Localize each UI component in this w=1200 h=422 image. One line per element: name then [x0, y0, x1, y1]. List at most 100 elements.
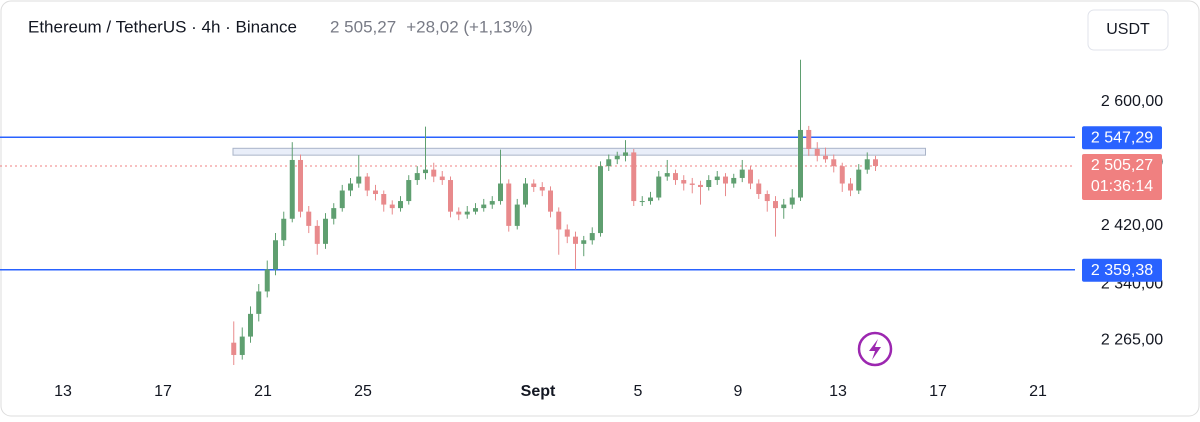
candle-body — [814, 148, 820, 156]
candle-body — [556, 211, 562, 230]
candle-body — [514, 204, 520, 226]
candle-body — [398, 201, 403, 209]
last-price-box — [1082, 153, 1162, 200]
candle-body — [831, 159, 837, 167]
candle-body — [648, 197, 653, 202]
icon-bolt[interactable] — [869, 339, 881, 360]
x-tick-label: 17 — [154, 383, 172, 400]
candle-body — [264, 269, 270, 292]
candle-body — [873, 159, 878, 166]
candle-body — [548, 190, 553, 212]
candle-body — [823, 155, 828, 160]
candle-body — [439, 176, 445, 181]
x-tick-label: 13 — [54, 383, 72, 400]
candle-body — [256, 291, 262, 314]
candle-body — [464, 211, 470, 215]
header-change: +28,02 (+1,13%) — [406, 17, 533, 36]
countdown: 01:36:14 — [1091, 178, 1153, 195]
candle-body — [306, 211, 312, 226]
candle-body — [806, 129, 812, 149]
candle-body — [531, 183, 537, 188]
candle-body — [731, 177, 737, 184]
candle-body — [506, 183, 512, 226]
candle-body — [389, 204, 395, 209]
candle-body — [564, 229, 570, 237]
candle-body — [339, 190, 345, 209]
currency-button[interactable] — [1087, 9, 1169, 51]
candle-body — [231, 342, 237, 355]
candle-body — [698, 184, 703, 188]
candle-body — [323, 218, 328, 244]
candle-body — [856, 169, 862, 191]
level-label-box — [1082, 126, 1162, 150]
candle-body — [498, 183, 503, 202]
x-tick-label: 9 — [734, 383, 743, 400]
candle-body — [314, 225, 320, 244]
candle-body — [606, 159, 612, 167]
candle-body — [573, 236, 578, 244]
icon-ring[interactable] — [857, 331, 893, 367]
candle-body — [239, 336, 245, 355]
candle-body — [781, 204, 787, 209]
header-price: 2 505,27 — [330, 17, 396, 36]
candle-body — [614, 155, 620, 160]
level-label: 2 359,38 — [1091, 262, 1153, 279]
candle-body — [764, 194, 770, 202]
y-tick-label: 2 265,00 — [1101, 332, 1163, 349]
x-tick-label: 21 — [1029, 383, 1047, 400]
candle-body — [414, 173, 420, 181]
candle-body — [348, 183, 353, 191]
candle-body — [539, 187, 545, 191]
currency-button-label[interactable]: USDT — [1106, 21, 1150, 38]
candle-body — [598, 166, 603, 234]
plot-area: 2 265,002 340,002 420,002 510,002 600,00… — [0, 59, 1163, 400]
level-label-box — [1082, 258, 1162, 282]
candle-body — [681, 180, 687, 184]
candle-body — [773, 201, 778, 209]
candle-body — [473, 208, 478, 212]
last-price-label: 2 505,27 — [1091, 157, 1153, 174]
candle-body — [689, 183, 695, 185]
candle-body — [623, 152, 628, 156]
chart-title: Ethereum / TetherUS · 4h · Binance — [28, 17, 297, 36]
candle-body — [798, 129, 803, 198]
x-tick-label: 17 — [929, 383, 947, 400]
candle-body — [864, 159, 870, 170]
candle-body — [431, 169, 437, 177]
candle-body — [489, 201, 495, 205]
candle-body — [639, 201, 645, 203]
candle-body — [723, 176, 728, 184]
candle-body — [298, 159, 303, 212]
lightning-icon[interactable] — [857, 331, 893, 367]
candle-body — [373, 190, 378, 195]
candle-body — [714, 176, 720, 181]
candle-body — [273, 240, 278, 270]
candle-body — [581, 240, 587, 244]
x-tick-label: Sept — [521, 383, 556, 400]
candle-body — [656, 176, 662, 198]
level-label: 2 547,29 — [1091, 129, 1153, 146]
x-tick-label: 25 — [354, 383, 372, 400]
candle-body — [448, 180, 453, 212]
candle-body — [281, 218, 287, 241]
candle-body — [839, 166, 845, 184]
candle-body — [381, 194, 387, 205]
candle-body — [248, 313, 253, 337]
candle-body — [631, 152, 637, 202]
y-tick-label: 2 420,00 — [1101, 217, 1163, 234]
range-zone — [232, 147, 926, 156]
candle-body — [406, 180, 412, 202]
x-tick-label: 5 — [634, 383, 643, 400]
candle-body — [356, 176, 362, 184]
candle-body — [706, 180, 712, 188]
candle-body — [289, 159, 295, 219]
x-tick-label: 13 — [829, 383, 847, 400]
candle-body — [331, 208, 337, 219]
candle-body — [848, 183, 853, 191]
candle-body — [739, 169, 745, 178]
y-tick-label: 2 600,00 — [1101, 93, 1163, 110]
candle-body — [589, 233, 595, 241]
candle-body — [789, 197, 795, 205]
